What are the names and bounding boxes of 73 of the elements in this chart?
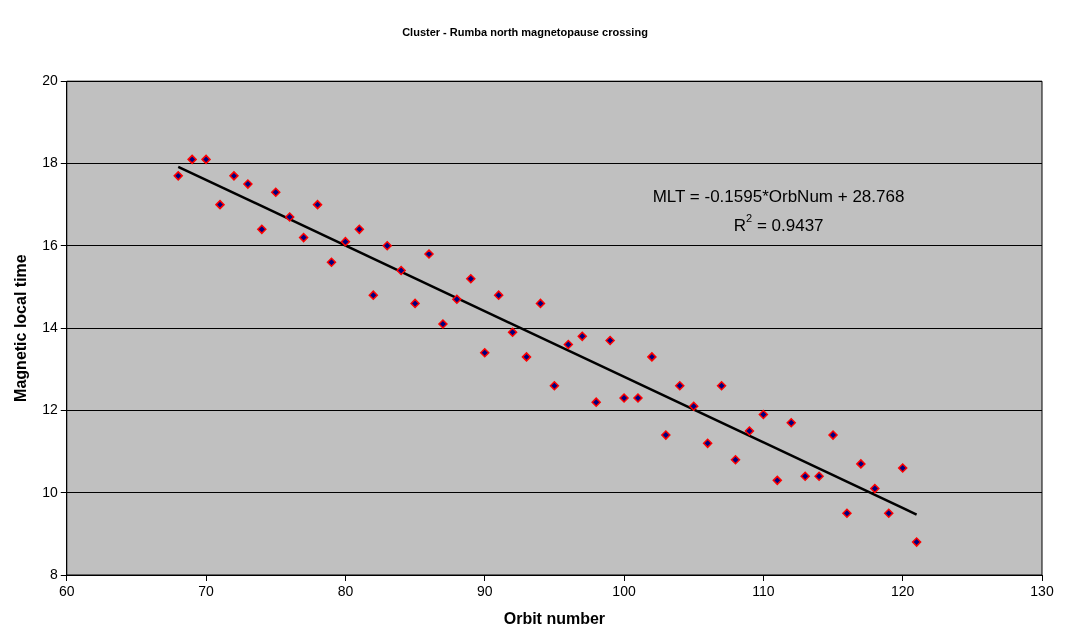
point [549, 380, 560, 391]
y-tick-label: 14 [42, 318, 58, 335]
point [702, 438, 713, 449]
y-tick-label: 16 [42, 236, 58, 253]
point [354, 224, 365, 235]
point [507, 327, 518, 337]
x-tick-label: 80 [337, 583, 354, 600]
point [215, 199, 225, 210]
annotation: MLT = -0.1595*OrbNum + 28.768 [652, 186, 905, 206]
point [382, 241, 392, 251]
x-tick-label: 110 [752, 583, 775, 600]
x-tick-label: 130 [1030, 583, 1054, 600]
point [577, 331, 587, 342]
point [271, 187, 281, 198]
y-tick-label: 18 [42, 154, 58, 171]
point [535, 298, 546, 309]
point [243, 179, 253, 189]
y-tick-label: 8 [49, 565, 58, 582]
point [452, 294, 462, 305]
point [870, 483, 880, 494]
point [298, 232, 309, 243]
point [800, 471, 810, 481]
point [828, 430, 838, 440]
x-axis-title: Orbit number [503, 609, 606, 627]
point [410, 298, 420, 309]
point [257, 224, 267, 235]
point [842, 508, 852, 519]
x-tick-label: 90 [476, 583, 493, 600]
point [424, 249, 434, 259]
point [396, 265, 406, 276]
point [619, 393, 629, 403]
y-tick-label: 20 [42, 72, 58, 89]
point [312, 199, 323, 210]
point [173, 171, 183, 181]
point [716, 380, 727, 391]
point [563, 339, 574, 350]
point [661, 430, 671, 440]
point [786, 418, 796, 428]
point [438, 319, 448, 329]
y-tick-label: 12 [42, 401, 58, 418]
point [758, 409, 769, 420]
x-tick-label: 120 [891, 583, 915, 600]
point [911, 537, 922, 547]
point [479, 348, 490, 358]
x-tick-label: 70 [198, 583, 215, 600]
y-tick-label: 10 [42, 483, 58, 500]
point [521, 352, 532, 362]
point [284, 212, 295, 222]
point [884, 508, 894, 519]
point [493, 290, 504, 300]
point [772, 475, 783, 486]
point [466, 273, 476, 284]
point [688, 401, 699, 412]
point [326, 257, 337, 268]
point [856, 459, 866, 469]
point [647, 352, 657, 362]
x-tick-label: 60 [58, 583, 75, 600]
point [744, 426, 755, 436]
point [814, 471, 824, 481]
point [633, 393, 643, 403]
x-tick-label: 100 [612, 583, 636, 600]
point [675, 380, 685, 391]
point [340, 236, 351, 247]
point [591, 397, 601, 407]
point [187, 154, 197, 165]
point [605, 335, 615, 346]
chart-title: Cluster - Rumba north magnetopause crossing [402, 25, 648, 38]
point [368, 290, 379, 300]
point [897, 463, 908, 473]
point [229, 171, 239, 181]
point [730, 455, 741, 465]
point [201, 154, 211, 165]
y-axis-title: Magnetic local time [12, 254, 30, 402]
